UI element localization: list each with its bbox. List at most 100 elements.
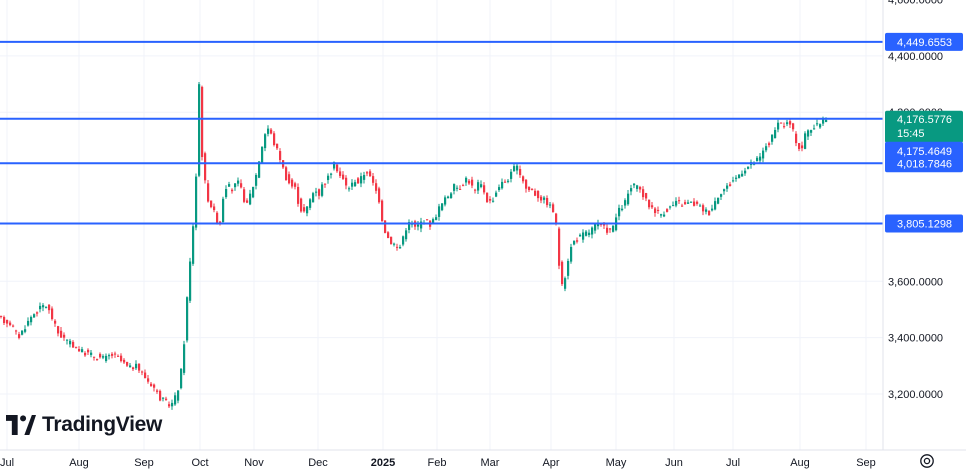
- time-tick-label: Nov: [244, 457, 264, 469]
- candle-body: [672, 205, 675, 207]
- candle-body: [375, 183, 378, 191]
- price-tick-label: 3,600.0000: [888, 276, 943, 288]
- candle-body: [39, 305, 42, 310]
- candle-body: [75, 346, 78, 348]
- candle-body: [372, 176, 375, 183]
- candle-body: [714, 201, 717, 210]
- candle-body: [327, 175, 330, 181]
- candle-body: [483, 185, 486, 193]
- candle-body: [336, 164, 339, 172]
- candle-body: [585, 231, 588, 236]
- candle-body: [294, 183, 297, 187]
- candle-body: [366, 172, 369, 174]
- time-axis[interactable]: Jul Aug Sep Oct Nov Dec 2025 Feb Mar Apr May Jun Jul…: [0, 457, 876, 469]
- price-tick-label: 3,200.0000: [888, 389, 943, 401]
- candle-body: [78, 349, 81, 352]
- candle-body: [768, 143, 771, 146]
- candle-body: [633, 183, 636, 186]
- candle-body: [114, 353, 117, 355]
- candle-body: [357, 178, 360, 184]
- tradingview-logo[interactable]: TradingView: [6, 413, 162, 437]
- candle-body: [756, 157, 759, 162]
- candle-body: [582, 232, 585, 240]
- candle-body: [102, 356, 105, 358]
- candle-body: [84, 352, 87, 356]
- candle-body: [369, 171, 372, 177]
- price-axis[interactable]: 4,600.00004,400.00004,200.00003,600.0000…: [888, 0, 943, 401]
- candle-body: [765, 146, 768, 151]
- candle-body: [96, 359, 99, 361]
- candle-body: [546, 197, 549, 206]
- candle-body: [543, 197, 546, 200]
- candle-body: [480, 184, 483, 188]
- chart-settings-icon[interactable]: [918, 452, 936, 470]
- candle-body: [387, 232, 390, 238]
- candle-body: [393, 243, 396, 245]
- last-price-label: 4,176.5776: [897, 114, 952, 126]
- candle-body: [687, 202, 690, 204]
- time-tick-label: Apr: [542, 457, 559, 469]
- candle-body: [36, 312, 39, 314]
- candle-body: [624, 200, 627, 206]
- candle-body: [42, 305, 45, 308]
- candle-body: [792, 123, 795, 130]
- candle-body: [813, 128, 816, 130]
- candle-body: [690, 201, 693, 203]
- candle-body: [816, 123, 819, 125]
- candle-body: [6, 319, 9, 324]
- candle-body: [459, 188, 462, 190]
- candle-body: [342, 174, 345, 179]
- candle-body: [486, 192, 489, 203]
- bar-countdown: 15:45: [897, 128, 925, 140]
- candle-body: [285, 167, 288, 181]
- candle-body: [213, 206, 216, 211]
- candle-body: [795, 133, 798, 144]
- candles: [0, 81, 828, 410]
- candle-body: [561, 261, 564, 285]
- candle-body: [273, 133, 276, 146]
- candle-body: [612, 225, 615, 232]
- time-tick-label: Jul: [726, 457, 740, 469]
- candle-body: [3, 317, 6, 323]
- candle-body: [783, 126, 786, 128]
- candle-body: [183, 344, 186, 373]
- candle-body: [642, 189, 645, 198]
- candle-body: [45, 306, 48, 308]
- candle-body: [258, 161, 261, 178]
- candle-body: [381, 200, 384, 222]
- candle-body: [318, 189, 321, 196]
- candle-body: [555, 213, 558, 225]
- time-tick-label: Aug: [790, 457, 810, 469]
- candle-body: [396, 246, 399, 248]
- candle-body: [780, 122, 783, 124]
- candle-body: [462, 185, 465, 187]
- candle-body: [588, 232, 591, 236]
- candle-body: [531, 188, 534, 190]
- candle-body: [312, 193, 315, 203]
- candle-body: [618, 207, 621, 217]
- candle-body: [825, 119, 828, 123]
- candle-body: [657, 209, 660, 211]
- tradingview-logo-icon: [6, 415, 36, 435]
- candle-body: [210, 200, 213, 208]
- candle-body: [522, 176, 525, 182]
- candle-body: [516, 165, 519, 171]
- candle-body: [810, 130, 813, 133]
- candle-body: [597, 222, 600, 227]
- candle-body: [165, 398, 168, 400]
- candle-body: [741, 173, 744, 177]
- candle-body: [171, 402, 174, 407]
- candle-body: [789, 121, 792, 125]
- candle-body: [63, 334, 66, 338]
- candle-body: [573, 240, 576, 245]
- candle-body: [243, 189, 246, 202]
- horizontal-levels[interactable]: [0, 40, 883, 225]
- candle-body: [252, 186, 255, 198]
- candle-body: [162, 397, 165, 399]
- candle-body: [111, 353, 114, 356]
- candle-body: [675, 200, 678, 206]
- candle-body: [798, 143, 801, 149]
- candle-body: [408, 222, 411, 230]
